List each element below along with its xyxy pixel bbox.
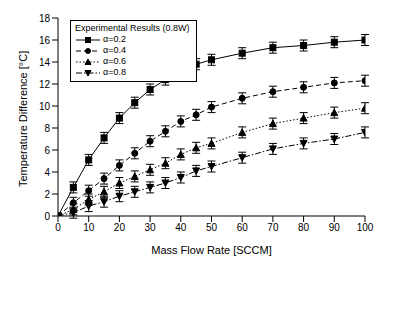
svg-text:40: 40 [175,222,187,233]
svg-text:10: 10 [83,222,95,233]
svg-text:50: 50 [206,222,218,233]
svg-text:12: 12 [39,79,51,90]
svg-text:10: 10 [39,101,51,112]
svg-text:16: 16 [39,35,51,46]
svg-text:6: 6 [44,145,50,156]
svg-text:70: 70 [267,222,279,233]
svg-text:30: 30 [145,222,157,233]
svg-text:80: 80 [298,222,310,233]
svg-text:60: 60 [237,222,249,233]
html-text:α=0.4: α=0.4 [103,45,126,55]
html-text:Experimental Results (0.8W): Experimental Results (0.8W) [75,23,190,33]
html-text:α=0.8: α=0.8 [103,67,126,77]
html-text:α=0.2: α=0.2 [103,34,126,44]
svg-text:0: 0 [55,222,61,233]
svg-text:Temperature Difference [°C]: Temperature Difference [°C] [17,51,29,187]
svg-text:0: 0 [44,211,50,222]
svg-text:14: 14 [39,57,51,68]
svg-text:Mass Flow Rate [SCCM]: Mass Flow Rate [SCCM] [151,244,271,256]
svg-text:4: 4 [44,167,50,178]
svg-text:100: 100 [357,222,374,233]
svg-text:90: 90 [329,222,341,233]
svg-text:2: 2 [44,189,50,200]
svg-text:18: 18 [39,13,51,24]
html-text:α=0.6: α=0.6 [103,56,126,66]
svg-text:8: 8 [44,123,50,134]
svg-text:20: 20 [114,222,126,233]
